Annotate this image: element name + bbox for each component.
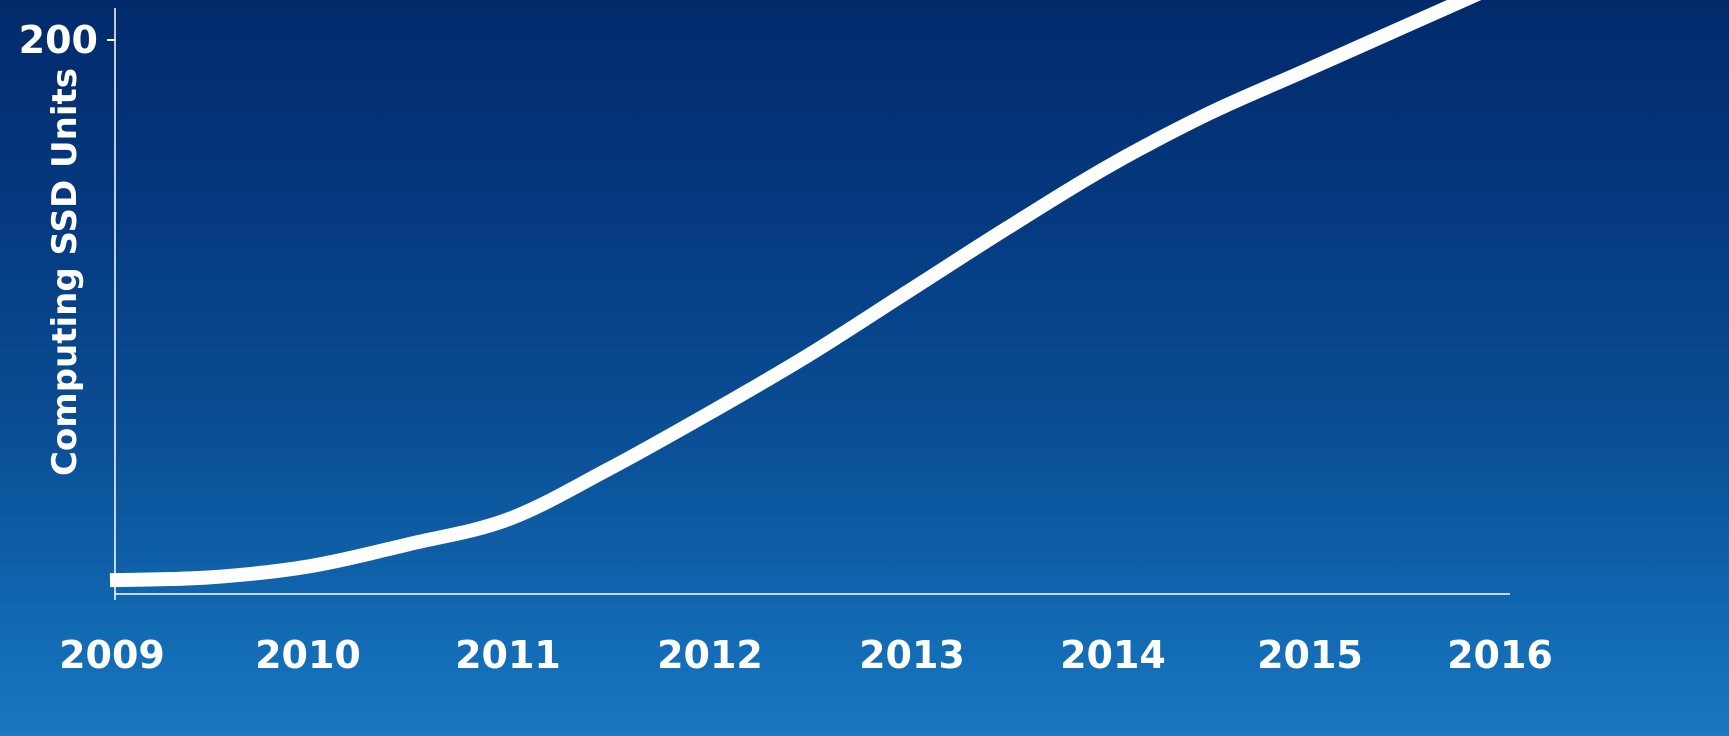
y-axis-label: Computing SSD Units	[45, 68, 85, 476]
x-tick-label: 2012	[657, 633, 763, 677]
x-tick-label: 2009	[59, 633, 165, 677]
x-tick-label: 2011	[455, 633, 561, 677]
series-line	[109, 0, 1482, 588]
series-layer	[109, 0, 1482, 588]
x-tick-label: 2014	[1060, 633, 1166, 677]
x-tick-label: 2013	[859, 633, 965, 677]
x-tick-label: 2015	[1257, 633, 1363, 677]
y-tick-label: 200	[19, 18, 98, 62]
axes	[107, 8, 1510, 600]
labels-layer: 200 2009 2010 2011 2012 2013 2014 2015 2016 Compu…	[19, 18, 1553, 677]
x-tick-label: 2010	[255, 633, 361, 677]
x-tick-label: 2016	[1447, 633, 1553, 677]
